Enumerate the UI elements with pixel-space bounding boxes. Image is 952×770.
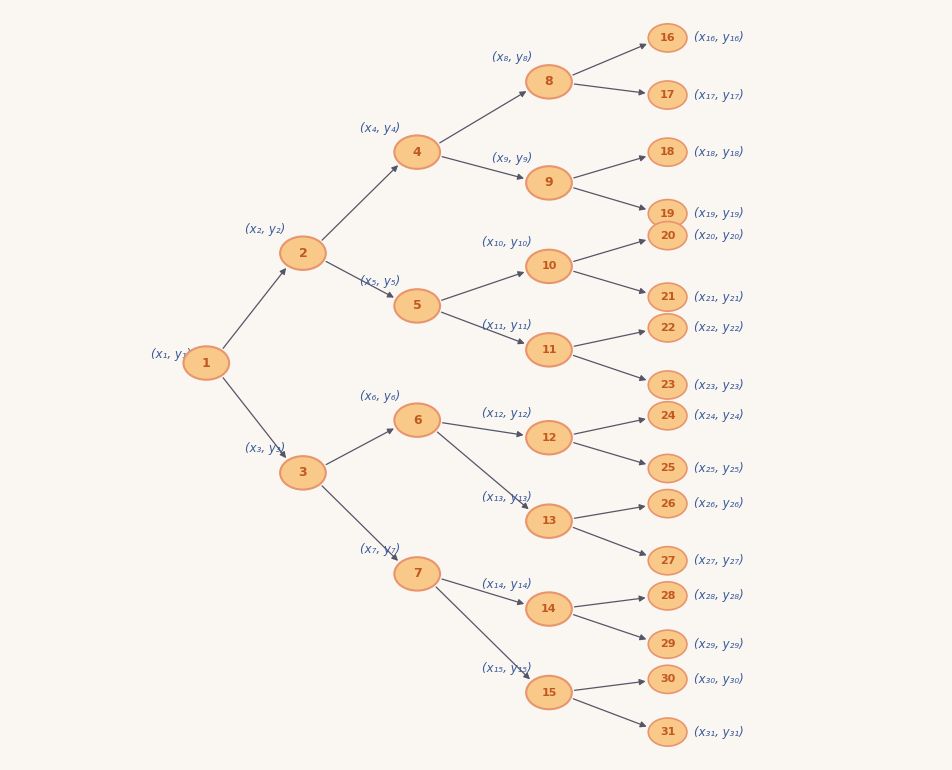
Text: (x₃₀, y₃₀): (x₃₀, y₃₀) [693,673,743,686]
Text: 12: 12 [541,433,556,443]
Ellipse shape [394,403,440,437]
Text: 10: 10 [541,261,556,271]
Text: (x₇, y₇): (x₇, y₇) [359,544,400,557]
Text: (x₈, y₈): (x₈, y₈) [491,52,531,64]
Text: 22: 22 [659,323,675,333]
Text: 1: 1 [202,357,210,370]
Text: 6: 6 [412,413,421,427]
Text: 13: 13 [541,516,556,526]
Text: (x₃₁, y₃₁): (x₃₁, y₃₁) [693,725,743,738]
Ellipse shape [647,630,686,658]
Text: 18: 18 [659,147,675,157]
Text: 20: 20 [659,231,675,241]
Text: 14: 14 [541,604,556,614]
Text: (x₂₉, y₂₉): (x₂₉, y₂₉) [693,638,743,651]
Text: 7: 7 [412,567,421,581]
Text: 27: 27 [659,556,675,566]
Text: (x₁₂, y₁₂): (x₁₂, y₁₂) [482,407,531,420]
Text: (x₃, y₃): (x₃, y₃) [246,442,286,455]
Text: 11: 11 [541,345,556,355]
Ellipse shape [526,249,571,283]
Ellipse shape [647,665,686,694]
Text: (x₁₁, y₁₁): (x₁₁, y₁₁) [482,320,531,333]
Text: (x₁₀, y₁₀): (x₁₀, y₁₀) [482,236,531,249]
Text: 29: 29 [659,639,675,649]
Text: (x₆, y₆): (x₆, y₆) [359,390,400,403]
Ellipse shape [280,456,326,490]
Text: (x₁₆, y₁₆): (x₁₆, y₁₆) [693,32,743,45]
Text: (x₂₄, y₂₄): (x₂₄, y₂₄) [693,409,743,422]
Text: (x₂₃, y₂₃): (x₂₃, y₂₃) [693,379,743,391]
Ellipse shape [647,24,686,52]
Text: (x₂₈, y₂₈): (x₂₈, y₂₈) [693,589,743,602]
Text: 28: 28 [659,591,675,601]
Ellipse shape [647,582,686,610]
Ellipse shape [394,136,440,169]
Ellipse shape [647,314,686,342]
Ellipse shape [647,490,686,517]
Ellipse shape [526,676,571,709]
Text: (x₂₀, y₂₀): (x₂₀, y₂₀) [693,229,743,242]
Ellipse shape [647,371,686,399]
Ellipse shape [526,504,571,538]
Text: 30: 30 [660,675,675,685]
Ellipse shape [280,236,326,270]
Ellipse shape [394,557,440,591]
Ellipse shape [184,346,228,380]
Ellipse shape [647,547,686,574]
Ellipse shape [647,283,686,311]
Text: (x₁₉, y₁₉): (x₁₉, y₁₉) [693,207,743,220]
Ellipse shape [647,454,686,483]
Text: 25: 25 [659,464,675,474]
Ellipse shape [526,166,571,199]
Text: (x₁₇, y₁₇): (x₁₇, y₁₇) [693,89,743,102]
Text: 17: 17 [659,90,675,100]
Ellipse shape [526,592,571,626]
Text: 19: 19 [659,209,675,219]
Text: 16: 16 [659,33,675,43]
Ellipse shape [526,421,571,454]
Text: 24: 24 [659,410,675,420]
Text: 2: 2 [298,246,307,259]
Text: 15: 15 [541,688,556,698]
Text: 4: 4 [412,146,421,159]
Text: (x₁, y₁): (x₁, y₁) [150,348,191,361]
Ellipse shape [526,65,571,99]
Ellipse shape [647,138,686,166]
Text: (x₁₄, y₁₄): (x₁₄, y₁₄) [482,578,531,591]
Text: (x₂₇, y₂₇): (x₂₇, y₂₇) [693,554,743,567]
Text: (x₂₅, y₂₅): (x₂₅, y₂₅) [693,462,743,475]
Text: 21: 21 [659,292,675,302]
Text: 31: 31 [659,727,675,737]
Ellipse shape [647,402,686,430]
Ellipse shape [647,199,686,228]
Ellipse shape [647,81,686,109]
Ellipse shape [647,222,686,249]
Text: 5: 5 [412,300,421,313]
Text: (x₅, y₅): (x₅, y₅) [359,276,400,288]
Text: 26: 26 [659,499,675,509]
Text: (x₂₆, y₂₆): (x₂₆, y₂₆) [693,497,743,510]
Text: (x₁₅, y₁₅): (x₁₅, y₁₅) [482,662,531,675]
Ellipse shape [647,718,686,746]
Text: 23: 23 [659,380,675,390]
Ellipse shape [526,333,571,367]
Text: 9: 9 [545,176,553,189]
Text: (x₄, y₄): (x₄, y₄) [359,122,400,135]
Text: (x₂₁, y₂₁): (x₂₁, y₂₁) [693,290,743,303]
Text: (x₉, y₉): (x₉, y₉) [491,152,531,166]
Text: 8: 8 [545,75,553,89]
Text: (x₁₈, y₁₈): (x₁₈, y₁₈) [693,146,743,159]
Text: (x₂₂, y₂₂): (x₂₂, y₂₂) [693,321,743,334]
Text: (x₂, y₂): (x₂, y₂) [246,223,286,236]
Text: 3: 3 [298,467,307,480]
Ellipse shape [394,290,440,323]
Text: (x₁₃, y₁₃): (x₁₃, y₁₃) [482,490,531,504]
